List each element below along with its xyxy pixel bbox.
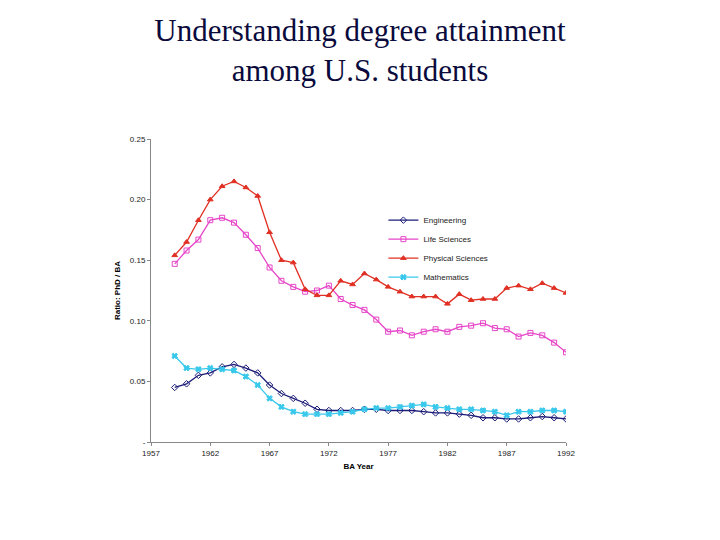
svg-text:0.10: 0.10 [130,317,146,326]
svg-text:0.05: 0.05 [130,377,146,386]
svg-text:Ratio: PhD / BA: Ratio: PhD / BA [113,261,122,320]
svg-text:0.25: 0.25 [130,135,146,144]
svg-text:1967: 1967 [261,449,279,458]
svg-text:1957: 1957 [142,449,160,458]
svg-text:Life Sciences: Life Sciences [423,235,471,244]
svg-text:Understanding degree attainmen: Understanding degree attainmentamong U.S… [154,13,566,88]
svg-text:0.15: 0.15 [130,256,146,265]
svg-text:Physical Sciences: Physical Sciences [423,254,487,263]
svg-text:1992: 1992 [557,449,575,458]
svg-text:1977: 1977 [379,449,397,458]
svg-text:1972: 1972 [320,449,338,458]
svg-text:BA Year: BA Year [343,462,373,471]
svg-text:1962: 1962 [201,449,219,458]
svg-text:Mathematics: Mathematics [423,273,468,282]
svg-text:Engineering: Engineering [423,216,466,225]
svg-text:-: - [143,438,146,447]
svg-text:1987: 1987 [498,449,516,458]
svg-text:1982: 1982 [439,449,457,458]
svg-text:0.20: 0.20 [130,195,146,204]
